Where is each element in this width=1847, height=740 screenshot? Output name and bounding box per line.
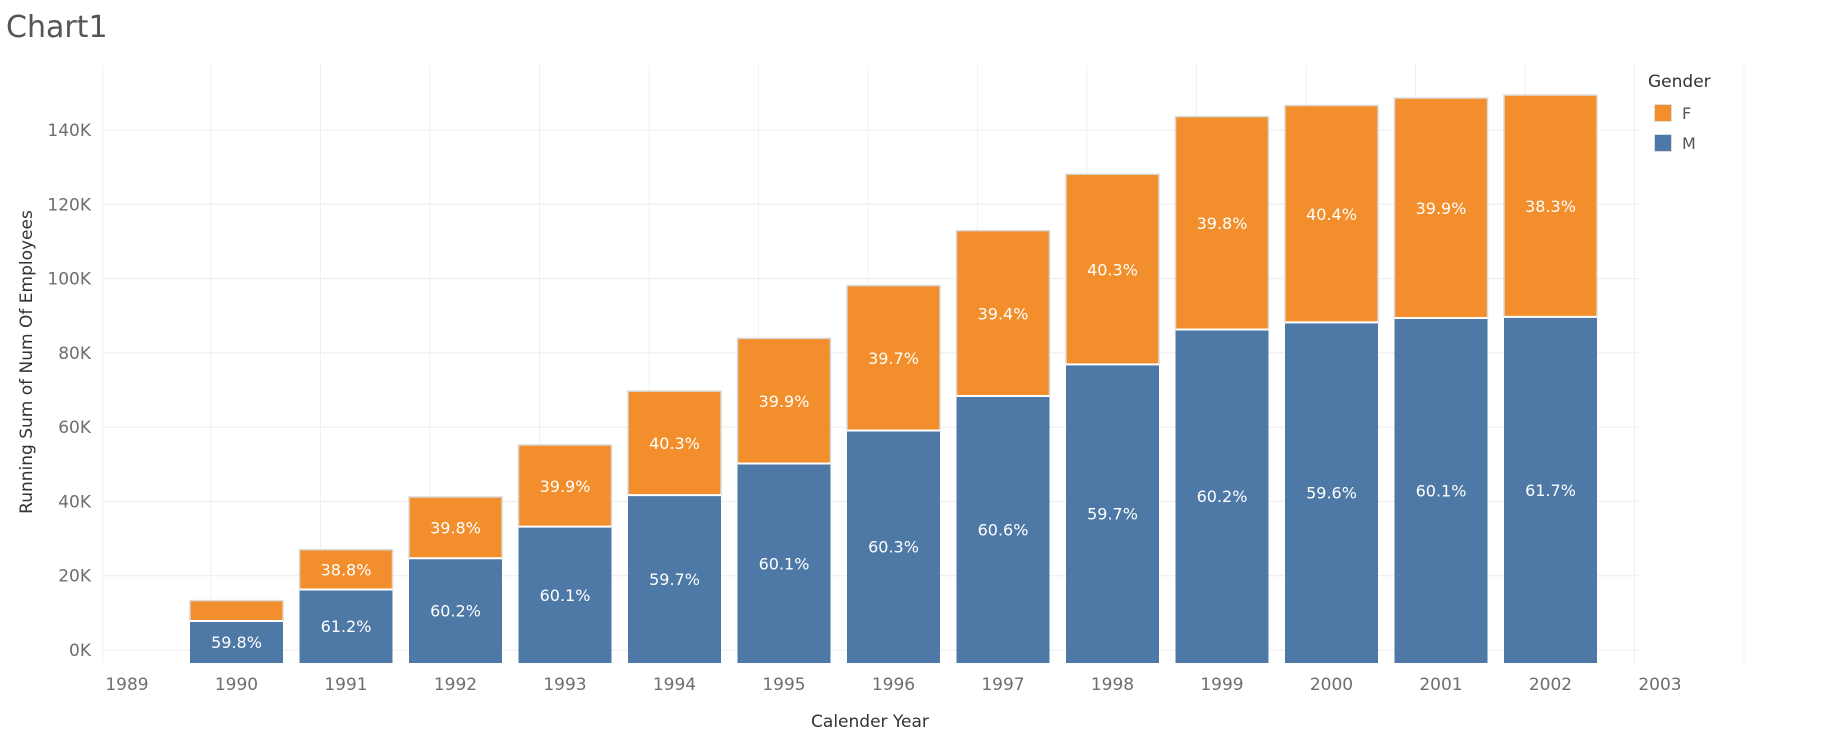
x-tick-label: 1991 [324, 675, 367, 695]
bar-m-1994 [628, 495, 721, 663]
bar-m-2002 [1504, 316, 1597, 663]
y-axis-title: Running Sum of Num Of Employees [17, 210, 37, 514]
bar-f-1996 [846, 284, 941, 432]
bar-m-1990 [190, 621, 283, 663]
y-tick-label: 0K [69, 641, 92, 661]
data-label-m-1998: 59.7% [1087, 505, 1138, 524]
bar-f-1999 [1174, 115, 1270, 331]
data-label-f-1996: 39.7% [868, 349, 919, 368]
x-tick-label: 1993 [543, 675, 586, 695]
x-tick-label: 1990 [215, 675, 258, 695]
data-label-m-2001: 60.1% [1416, 481, 1467, 500]
x-tick-label: 1995 [762, 675, 805, 695]
y-tick-label: 100K [47, 270, 91, 290]
data-label-m-1990: 59.8% [211, 633, 262, 652]
x-tick-label: 1997 [981, 675, 1024, 695]
bar-m-2001 [1394, 317, 1488, 663]
data-label-f-2000: 40.4% [1306, 205, 1357, 224]
data-label-m-1995: 60.1% [759, 554, 810, 573]
bars [189, 94, 1598, 663]
bar-f-1998 [1065, 173, 1160, 366]
bar-labels: 59.8% 61.2% 38.8% 60.2% 39.8% 60.1% 39.9% 59.7%… [211, 197, 1576, 652]
x-tick-label: 1994 [653, 675, 696, 695]
y-tick-label: 60K [58, 418, 92, 438]
bar-m-1993 [518, 526, 612, 663]
data-label-f-1994: 40.3% [649, 434, 700, 453]
x-tick-label: 1992 [434, 675, 477, 695]
y-tick-label: 20K [58, 567, 92, 587]
x-tick-label: 1999 [1200, 675, 1243, 695]
bar-f-2002 [1503, 94, 1598, 318]
legend-label-m: M [1682, 133, 1696, 153]
x-tick-label: 1989 [105, 675, 148, 695]
data-label-m-1994: 59.7% [649, 570, 700, 589]
legend-item-f[interactable]: F [1648, 98, 1711, 128]
data-label-m-1999: 60.2% [1197, 487, 1248, 506]
bar-f-1997 [955, 229, 1051, 397]
data-label-f-1997: 39.4% [978, 304, 1029, 323]
data-label-m-1992: 60.2% [430, 602, 481, 621]
bar-f-1993 [517, 444, 613, 528]
legend-title: Gender [1648, 72, 1711, 92]
bar-f-1990 [189, 599, 284, 622]
data-label-f-1992: 39.8% [430, 519, 481, 538]
data-label-m-1997: 60.6% [978, 520, 1029, 539]
data-label-f-1991: 38.8% [321, 561, 372, 580]
data-label-f-1999: 39.8% [1197, 214, 1248, 233]
legend-swatch-m [1654, 134, 1672, 152]
data-label-m-1991: 61.2% [321, 617, 372, 636]
y-tick-label: 120K [47, 195, 91, 215]
bar-m-1998 [1066, 364, 1159, 663]
data-label-m-2000: 59.6% [1306, 484, 1357, 503]
x-tick-label: 2000 [1310, 675, 1353, 695]
x-tick-label: 2003 [1638, 675, 1681, 695]
data-label-m-2002: 61.7% [1525, 481, 1576, 500]
bar-f-1994 [627, 390, 722, 496]
x-axis-title: Calender Year [811, 712, 929, 732]
data-label-f-1993: 39.9% [540, 477, 591, 496]
y-tick-label: 40K [58, 492, 92, 512]
legend-label-f: F [1682, 103, 1692, 123]
bar-m-1991 [299, 589, 393, 663]
axes: 0K 20K 40K 60K 80K 100K 120K 140K 1989 1990 1991 19… [17, 121, 1682, 732]
bar-f-1992 [408, 496, 503, 560]
bar-f-2001 [1393, 97, 1489, 319]
data-label-f-2002: 38.3% [1525, 197, 1576, 216]
data-label-f-2001: 39.9% [1416, 199, 1467, 218]
data-label-m-1993: 60.1% [540, 586, 591, 605]
bar-f-2000 [1284, 104, 1379, 324]
data-label-f-1998: 40.3% [1087, 260, 1138, 279]
legend-swatch-f [1654, 104, 1672, 122]
bar-m-2000 [1285, 322, 1378, 663]
legend: Gender F M [1648, 72, 1711, 158]
bar-m-1995 [737, 463, 831, 663]
legend-item-m[interactable]: M [1648, 128, 1711, 158]
data-label-m-1996: 60.3% [868, 538, 919, 557]
bar-f-1995 [736, 337, 832, 465]
y-tick-label: 80K [58, 344, 92, 364]
bar-m-1999 [1175, 329, 1269, 663]
x-tick-label: 1998 [1091, 675, 1134, 695]
chart-title: Chart1 [6, 10, 108, 45]
x-tick-label: 1996 [872, 675, 915, 695]
x-tick-label: 2001 [1419, 675, 1462, 695]
x-tick-label: 2002 [1529, 675, 1572, 695]
data-label-f-1995: 39.9% [759, 392, 810, 411]
bar-f-1991 [298, 548, 394, 591]
bar-m-1992 [409, 558, 502, 663]
bar-m-1997 [956, 395, 1050, 663]
y-tick-label: 140K [47, 121, 91, 141]
bar-m-1996 [847, 430, 940, 663]
